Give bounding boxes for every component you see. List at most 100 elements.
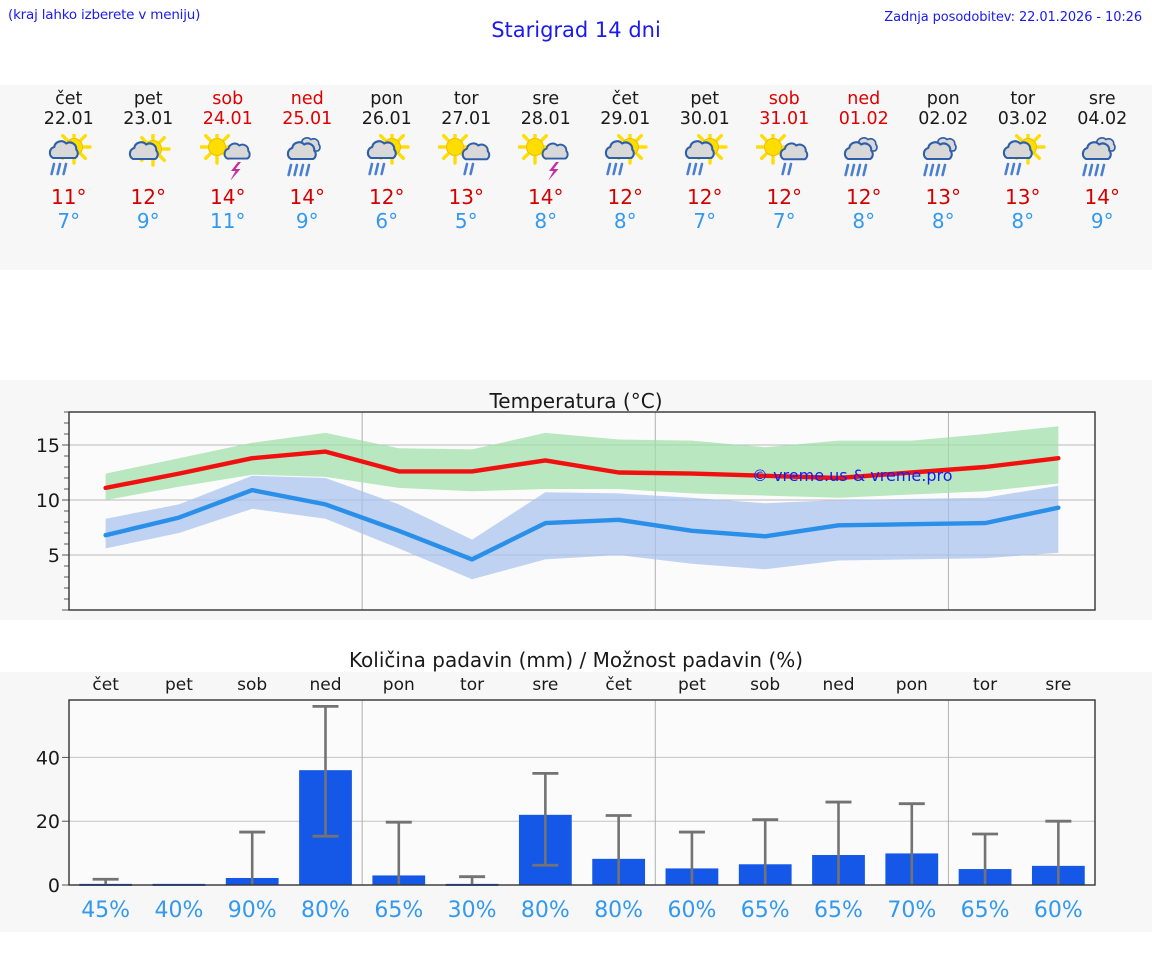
watermark-label: © vreme.us & vreme.pro: [752, 466, 953, 485]
day-column[interactable]: ned 25.01 14° 9°: [268, 85, 348, 270]
day-column[interactable]: čet 22.01 11° 7°: [29, 85, 109, 270]
day-min-temp: 7°: [57, 209, 81, 233]
day-min-temp: 7°: [772, 209, 796, 233]
day-of-week-label: sre: [532, 89, 560, 109]
svg-text:40%: 40%: [154, 898, 203, 923]
day-column[interactable]: pet 23.01 12° 9°: [109, 85, 189, 270]
day-max-temp: 12°: [369, 185, 405, 209]
day-max-temp: 14°: [210, 185, 246, 209]
svg-text:65%: 65%: [741, 898, 790, 923]
svg-text:pon: pon: [896, 675, 928, 695]
day-date-label: 29.01: [600, 109, 651, 129]
day-of-week-label: tor: [453, 89, 479, 109]
svg-text:sob: sob: [750, 675, 780, 695]
precipitation-chart-title: Količina padavin (mm) / Možnost padavin …: [348, 648, 804, 672]
day-date-label: 28.01: [520, 109, 571, 129]
svg-text:pet: pet: [165, 675, 193, 695]
sun-cloud-thunder-icon: [188, 132, 268, 182]
day-max-temp: 14°: [289, 185, 325, 209]
svg-text:tor: tor: [973, 675, 997, 695]
day-min-temp: 11°: [210, 209, 246, 233]
day-max-temp: 14°: [1084, 185, 1120, 209]
day-min-temp: 8°: [613, 209, 637, 233]
svg-text:tor: tor: [460, 675, 484, 695]
day-of-week-label: pet: [690, 89, 720, 109]
sun-cloud-rain-icon: [665, 132, 745, 182]
day-date-label: 04.02: [1077, 109, 1128, 129]
cloud-rain-icon: [1063, 132, 1143, 182]
sun-cloud-rain-icon: [347, 132, 427, 182]
day-column[interactable]: čet 29.01 12° 8°: [586, 85, 666, 270]
svg-text:60%: 60%: [1034, 898, 1083, 923]
day-column[interactable]: pon 02.02 13° 8°: [904, 85, 984, 270]
day-column[interactable]: pet 30.01 12° 7°: [665, 85, 745, 270]
day-column[interactable]: pon 26.01 12° 6°: [347, 85, 427, 270]
day-date-label: 02.02: [918, 109, 969, 129]
day-date-label: 01.02: [838, 109, 889, 129]
day-min-temp: 8°: [852, 209, 876, 233]
svg-text:40: 40: [36, 747, 60, 769]
day-of-week-label: ned: [847, 89, 881, 109]
day-max-temp: 13°: [448, 185, 484, 209]
sun-cloud-rain-icon: [29, 132, 109, 182]
day-of-week-label: čet: [611, 89, 639, 109]
cloud-rain-icon: [824, 132, 904, 182]
svg-text:80%: 80%: [594, 898, 643, 923]
day-column[interactable]: tor 27.01 13° 5°: [427, 85, 507, 270]
day-date-label: 03.02: [997, 109, 1048, 129]
svg-text:20: 20: [36, 811, 60, 833]
day-max-temp: 13°: [1005, 185, 1041, 209]
day-column[interactable]: sob 24.01 14° 11°: [188, 85, 268, 270]
svg-text:čet: čet: [92, 675, 119, 695]
temperature-chart-title: Temperatura (°C): [489, 389, 663, 413]
day-min-temp: 9°: [136, 209, 160, 233]
day-date-label: 31.01: [759, 109, 810, 129]
cloud-rain-icon: [904, 132, 984, 182]
day-of-week-label: pet: [133, 89, 163, 109]
sun-cloud-thunder-icon: [506, 132, 586, 182]
svg-text:65%: 65%: [374, 898, 423, 923]
day-date-label: 25.01: [282, 109, 333, 129]
svg-text:čet: čet: [605, 675, 632, 695]
svg-text:30%: 30%: [448, 898, 497, 923]
day-column[interactable]: sob 31.01 12° 7°: [745, 85, 825, 270]
day-date-label: 27.01: [441, 109, 492, 129]
day-date-label: 26.01: [361, 109, 412, 129]
svg-text:sre: sre: [532, 675, 558, 695]
day-date-label: 23.01: [123, 109, 174, 129]
day-max-temp: 14°: [528, 185, 564, 209]
day-max-temp: 12°: [130, 185, 166, 209]
day-max-temp: 12°: [766, 185, 802, 209]
svg-text:pon: pon: [383, 675, 415, 695]
sun-cloud-rain-icon: [586, 132, 666, 182]
day-min-temp: 8°: [931, 209, 955, 233]
day-min-temp: 8°: [1011, 209, 1035, 233]
svg-text:45%: 45%: [81, 898, 130, 923]
svg-text:60%: 60%: [667, 898, 716, 923]
day-min-temp: 9°: [295, 209, 319, 233]
day-of-week-label: sob: [768, 89, 800, 109]
svg-text:80%: 80%: [301, 898, 350, 923]
day-column[interactable]: sre 04.02 14° 9°: [1063, 85, 1143, 270]
day-of-week-label: pon: [370, 89, 404, 109]
svg-text:ned: ned: [822, 675, 854, 695]
day-max-temp: 12°: [687, 185, 723, 209]
svg-text:5: 5: [48, 545, 60, 567]
day-max-temp: 13°: [925, 185, 961, 209]
day-column[interactable]: tor 03.02 13° 8°: [983, 85, 1063, 270]
temperature-chart: 5 10 15: [36, 411, 1096, 611]
svg-text:15: 15: [36, 435, 60, 457]
day-max-temp: 11°: [51, 185, 87, 209]
sun-cloud-lightrain-icon: [745, 132, 825, 182]
page-header: (kraj lahko izberete v meniju) Starigrad…: [0, 0, 1152, 85]
precipitation-chart: čet pet sob ned pon tor sre čet pet sob ned pon tor s…: [36, 675, 1096, 923]
day-min-temp: 9°: [1090, 209, 1114, 233]
day-column[interactable]: sre 28.01 14° 8°: [506, 85, 586, 270]
sun-cloud-lightrain-icon: [427, 132, 507, 182]
svg-text:80%: 80%: [521, 898, 570, 923]
svg-text:0: 0: [48, 875, 60, 897]
svg-text:10: 10: [36, 490, 60, 512]
day-min-temp: 5°: [454, 209, 478, 233]
day-column[interactable]: ned 01.02 12° 8°: [824, 85, 904, 270]
svg-text:90%: 90%: [228, 898, 277, 923]
